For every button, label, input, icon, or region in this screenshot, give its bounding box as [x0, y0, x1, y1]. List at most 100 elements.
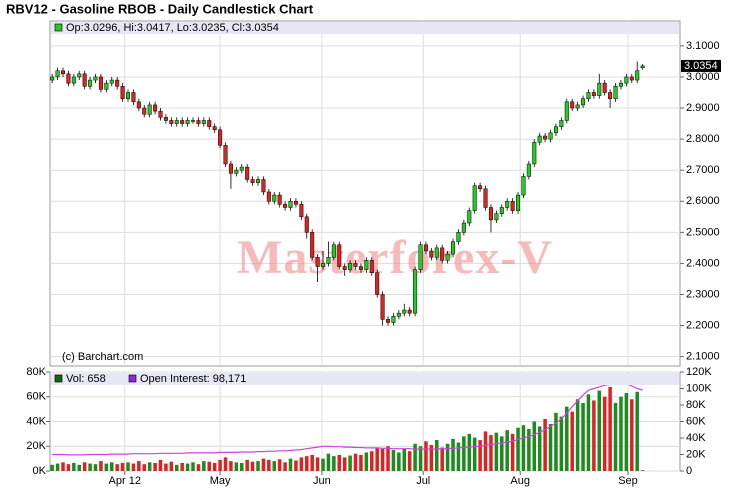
candle-body [283, 204, 288, 208]
volume-bar [429, 445, 434, 471]
volume-bar [418, 446, 423, 471]
volume-bar [256, 461, 260, 471]
y-tick-label: 2.5000 [686, 226, 720, 238]
volume-bar [510, 433, 515, 471]
legend-swatch [54, 23, 63, 32]
candle-body [597, 82, 602, 96]
volume-bar [326, 453, 331, 471]
candle-body [591, 92, 596, 96]
candle-body [375, 272, 380, 295]
y-tick-label: 2.3000 [686, 288, 720, 300]
volume-bar [602, 396, 607, 471]
candle-body [467, 210, 472, 224]
candle-body [629, 76, 634, 81]
watermark: Masterforex-V [237, 231, 553, 284]
candle-body [147, 104, 152, 115]
candle-body [505, 201, 510, 208]
volume-bar [131, 463, 136, 471]
candle-body [207, 120, 212, 127]
volume-bar [554, 412, 558, 471]
candle-body [88, 79, 93, 87]
volume-bar [489, 435, 493, 471]
volume-bar [77, 464, 82, 471]
candle-body [77, 73, 82, 78]
volume-bar [299, 457, 304, 471]
volume-bar [305, 456, 309, 471]
volume-bar [88, 463, 92, 471]
x-tick-label: Sep [618, 475, 638, 487]
candle-body [613, 86, 618, 99]
volume-bar [364, 452, 369, 471]
volume-bar [196, 464, 201, 471]
candle-body [423, 244, 428, 252]
oi-tick-label: 120K [686, 366, 712, 378]
candle-body [185, 120, 190, 124]
candle-body [125, 92, 131, 99]
volume-bar [315, 457, 320, 471]
candle-body [537, 135, 542, 143]
candle-body [142, 107, 147, 115]
volume-bar [543, 419, 547, 471]
candle-body [342, 266, 347, 270]
volume-tick-label: 40K [26, 415, 46, 427]
volume-bar [50, 464, 54, 471]
volume-bar [608, 386, 612, 471]
volume-bar [500, 436, 504, 471]
candle-body [272, 194, 277, 202]
marks [50, 61, 645, 471]
volume-bar [229, 461, 233, 471]
volume-bar [391, 449, 396, 471]
candle-body [120, 86, 125, 99]
oi-tick-label: 60K [686, 415, 706, 427]
oi-legend: Open Interest: 98,171 [140, 373, 246, 385]
candle-body [478, 185, 483, 190]
volume-bar [191, 462, 195, 471]
candle-body [190, 120, 196, 122]
candle-body [353, 263, 358, 267]
candle-body [212, 126, 217, 131]
candle-body [564, 101, 569, 121]
volume-bar [597, 390, 602, 471]
candle-body [261, 179, 266, 193]
volume-bar [592, 400, 596, 471]
candle-body [413, 269, 418, 314]
candle-body [608, 92, 613, 99]
price-panel [49, 20, 681, 367]
volume-bar [380, 448, 385, 471]
volume-bar [109, 462, 114, 471]
candle-body [136, 101, 141, 109]
oi-tick-label: 40K [686, 432, 706, 444]
volume-bar [153, 462, 157, 471]
candle-body [98, 76, 103, 90]
volume-bar [342, 457, 347, 471]
volume-bar [570, 411, 574, 471]
volume-bar [505, 430, 509, 471]
volume-bar [478, 440, 482, 471]
y-tick-label: 2.6000 [686, 195, 720, 207]
volume-bar [174, 464, 179, 471]
last-price-box [681, 59, 721, 72]
volume-bar [294, 460, 298, 471]
y-tick-label: 3.0000 [686, 71, 720, 83]
candle-body [369, 260, 374, 274]
candle-body [521, 176, 526, 196]
x-tick-label: Apr 12 [109, 475, 141, 487]
x-tick-label: Aug [510, 475, 530, 487]
candle-body [402, 309, 407, 314]
legend-swatch [54, 374, 63, 383]
volume-bar [353, 453, 358, 471]
candle-body [234, 169, 239, 174]
volume-bar [467, 433, 472, 471]
volume-bar [565, 406, 569, 471]
candle-body [618, 82, 623, 87]
candle-body [380, 294, 385, 320]
candle-body [93, 76, 98, 81]
candle-body [516, 194, 521, 211]
volume-bar [456, 442, 461, 471]
legend-bar [51, 22, 679, 34]
volume-bar [169, 461, 174, 471]
oi-tick-label: 20K [686, 448, 706, 460]
x-tick-label: Jul [416, 475, 430, 487]
volume-bar [261, 458, 266, 471]
volume-bar [158, 459, 163, 471]
